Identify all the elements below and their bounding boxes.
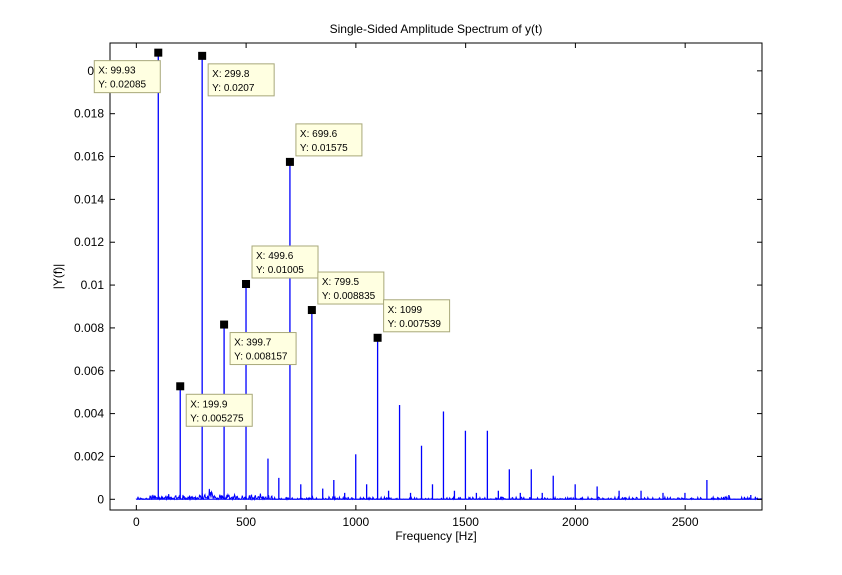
data-tip-box	[229, 332, 297, 366]
data-tip-marker[interactable]	[154, 48, 163, 57]
data-tip-x: X: 399.7	[234, 338, 272, 349]
data-tip-x: X: 799.5	[322, 277, 360, 288]
data-tip-y: Y: 0.01005	[256, 265, 304, 276]
data-tip[interactable]: X: 399.7 Y: 0.008157	[220, 320, 297, 366]
data-tip-y: Y: 0.008157	[234, 352, 288, 363]
data-tip-marker[interactable]	[176, 382, 185, 391]
y-tick-label: 0.01	[81, 278, 105, 292]
data-tip-box	[185, 393, 253, 427]
y-tick-label: 0.006	[74, 364, 104, 378]
y-tick-label: 0.018	[74, 107, 104, 121]
data-tip-y: Y: 0.02085	[98, 80, 146, 91]
data-tip-marker[interactable]	[373, 333, 382, 342]
data-tip-x: X: 199.9	[190, 399, 228, 410]
x-tick-label: 1000	[343, 515, 370, 529]
chart-title: Single-Sided Amplitude Spectrum of y(t)	[330, 22, 543, 36]
x-tick-label: 2500	[672, 515, 699, 529]
axes	[109, 42, 763, 511]
data-tip[interactable]: X: 499.6 Y: 0.01005	[242, 245, 319, 288]
y-tick-label: 0.014	[74, 192, 104, 206]
y-tick-label: 0.002	[74, 449, 104, 463]
data-tip[interactable]: X: 199.9 Y: 0.005275	[176, 382, 253, 427]
data-tip[interactable]: X: 299.8 Y: 0.0207	[198, 51, 275, 97]
x-tick-label: 1500	[452, 515, 479, 529]
data-tip-box	[93, 60, 161, 94]
data-tip-y: Y: 0.007539	[388, 319, 442, 330]
x-tick-label: 500	[236, 515, 256, 529]
y-tick-label: 0.004	[74, 407, 104, 421]
data-tip-marker[interactable]	[242, 279, 251, 288]
data-tips: X: 99.93 Y: 0.02085 X: 299.8 Y: 0.0207 X: 69…	[93, 48, 451, 427]
data-tip-x: X: 1099	[388, 305, 423, 316]
data-tip-box	[251, 245, 319, 279]
data-tip-x: X: 699.6	[300, 129, 338, 140]
x-tick-label: 0	[133, 515, 140, 529]
data-tip-box	[317, 271, 385, 305]
y-tick-label: 0	[97, 492, 104, 506]
y-tick-label: 0.016	[74, 150, 104, 164]
data-tip-y: Y: 0.005275	[190, 413, 244, 424]
data-tip-y: Y: 0.008835	[322, 291, 376, 302]
plot-area	[110, 43, 762, 510]
data-tip-marker[interactable]	[307, 306, 316, 315]
data-tip[interactable]: X: 799.5 Y: 0.008835	[307, 271, 385, 315]
data-tip-x: X: 99.93	[98, 66, 136, 77]
data-tip[interactable]: X: 99.93 Y: 0.02085	[93, 48, 163, 94]
spectrum-series	[135, 52, 763, 502]
y-tick-label: 0.012	[74, 235, 104, 249]
data-tip-marker[interactable]	[285, 157, 294, 166]
data-tip-y: Y: 0.01575	[300, 143, 348, 154]
data-tip[interactable]: X: 1099 Y: 0.007539	[373, 299, 451, 342]
data-tip-box	[207, 63, 275, 97]
data-tip-box	[295, 123, 363, 157]
data-tip-marker[interactable]	[220, 320, 229, 329]
data-tip[interactable]: X: 699.6 Y: 0.01575	[285, 123, 363, 166]
data-tip-marker[interactable]	[198, 51, 207, 60]
x-axis-label: Frequency [Hz]	[395, 529, 476, 543]
axes-box	[109, 42, 763, 511]
y-axis-label: |Y(f)|	[51, 264, 65, 290]
x-tick-label: 2000	[562, 515, 589, 529]
data-tip-box	[383, 299, 451, 333]
y-tick-label: 0.008	[74, 321, 104, 335]
data-tip-y: Y: 0.0207	[212, 83, 255, 94]
data-tip-x: X: 299.8	[212, 69, 250, 80]
data-tip-x: X: 499.6	[256, 251, 294, 262]
